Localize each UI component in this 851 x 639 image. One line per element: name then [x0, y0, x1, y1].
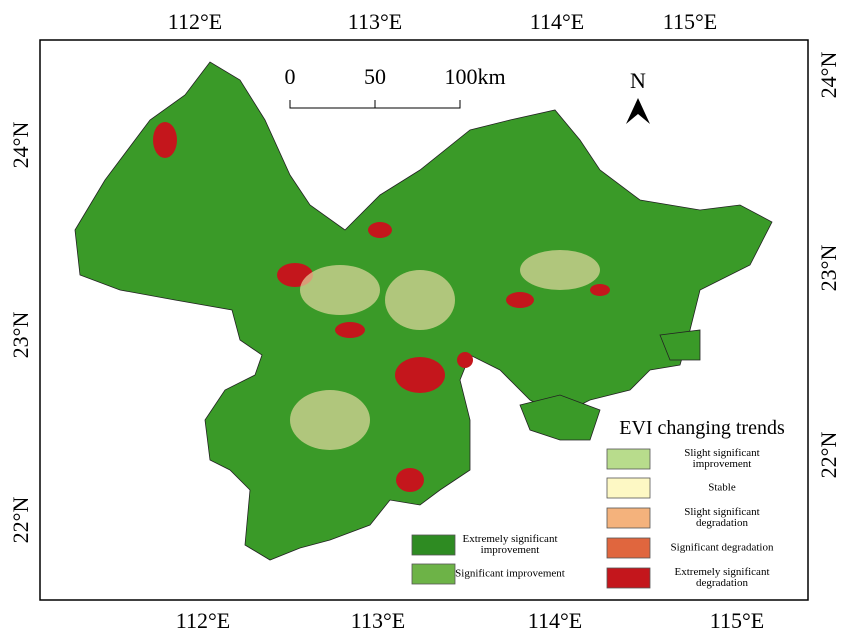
degradation-patches — [153, 122, 610, 492]
stable-patches — [290, 250, 600, 450]
lon-label: 113°E — [348, 9, 402, 34]
patch — [385, 270, 455, 330]
legend-label: Slight significant degradation — [684, 506, 760, 529]
patch — [335, 322, 365, 338]
legend-box — [605, 418, 800, 593]
legend-swatch — [606, 477, 651, 499]
legend-title: EVI changing trends — [619, 417, 785, 439]
scale-label: 50 — [364, 64, 386, 89]
legend-swatch — [411, 534, 456, 556]
lat-label: 23°N — [8, 312, 33, 359]
lat-label: 24°N — [816, 52, 841, 99]
legend-label: Significant degradation — [670, 541, 774, 554]
north-label: N — [630, 68, 646, 93]
legend-label: Slight significant improvement — [684, 447, 760, 470]
patch — [395, 357, 445, 393]
patch — [153, 122, 177, 158]
lon-label: 114°E — [530, 9, 584, 34]
lon-label: 112°E — [168, 9, 222, 34]
legend-swatch — [606, 567, 651, 589]
patch — [520, 250, 600, 290]
lat-label: 23°N — [816, 245, 841, 292]
lat-label: 22°N — [816, 432, 841, 479]
lon-label: 113°E — [351, 608, 405, 633]
island — [519, 394, 601, 441]
legend-swatch — [606, 507, 651, 529]
patch — [368, 222, 392, 238]
legend-swatch — [606, 537, 651, 559]
patch — [290, 390, 370, 450]
legend-label: Extremely significant improvement — [462, 533, 558, 556]
scale-label: 0 — [285, 64, 296, 89]
lon-label: 112°E — [176, 608, 230, 633]
legend-swatch — [411, 563, 456, 585]
legend-swatch — [606, 448, 651, 470]
scale-bar — [289, 100, 461, 109]
patch — [590, 284, 610, 296]
patch — [457, 352, 473, 368]
lon-label: 115°E — [710, 608, 764, 633]
lon-label: 114°E — [528, 608, 582, 633]
scale-label: 100km — [444, 64, 505, 89]
patch — [506, 292, 534, 308]
patch — [300, 265, 380, 315]
legend-label: Stable — [708, 481, 736, 494]
lon-label: 115°E — [663, 9, 717, 34]
patch — [396, 468, 424, 492]
north-arrow — [626, 98, 650, 124]
lat-label: 24°N — [8, 122, 33, 169]
island — [659, 329, 701, 361]
legend-label: Extremely significant degradation — [674, 566, 770, 589]
legend-label: Significant improvement — [455, 567, 565, 580]
lat-label: 22°N — [8, 497, 33, 544]
